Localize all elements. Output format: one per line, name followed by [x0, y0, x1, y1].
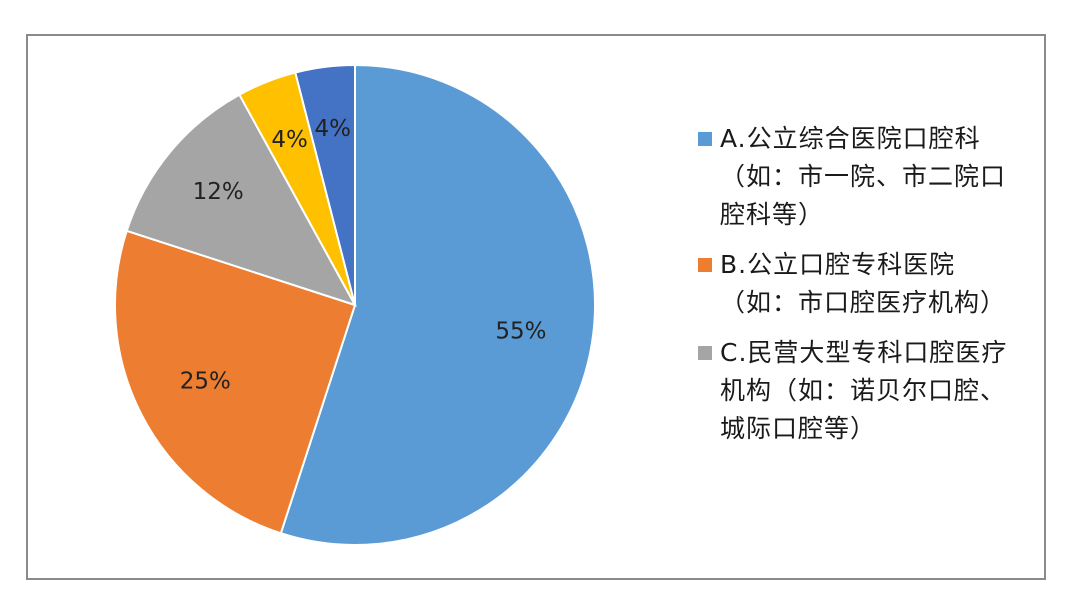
legend-label-c: C.民营大型专科口腔医疗机构（如：诺贝尔口腔、城际口腔等） — [720, 338, 1008, 443]
legend-label-a: A.公立综合医院口腔科（如：市一院、市二院口腔科等） — [720, 124, 1007, 229]
pie-slice-a — [279, 63, 596, 546]
pie-label-e: 4% — [314, 116, 351, 142]
legend-item-c: C.民营大型专科口腔医疗机构（如：诺贝尔口腔、城际口腔等） — [698, 334, 1028, 448]
pie-slice-c — [125, 93, 358, 307]
legend-swatch-a — [698, 132, 712, 146]
pie-label-a: 55% — [495, 318, 546, 344]
pie-label-d: 4% — [271, 127, 308, 153]
legend-item-a: A.公立综合医院口腔科（如：市一院、市二院口腔科等） — [698, 120, 1028, 234]
legend-label-b: B.公立口腔专科医院（如：市口腔医疗机构） — [720, 250, 1007, 317]
legend-swatch-c — [698, 346, 712, 360]
legend: A.公立综合医院口腔科（如：市一院、市二院口腔科等） B.公立口腔专科医院（如：… — [698, 120, 1028, 460]
legend-item-b: B.公立口腔专科医院（如：市口腔医疗机构） — [698, 246, 1028, 322]
pie-label-b: 25% — [180, 368, 231, 394]
pie-slice-b — [113, 229, 357, 535]
legend-swatch-b — [698, 258, 712, 272]
pie-slices — [113, 63, 596, 546]
pie-slice-e — [294, 63, 356, 306]
pie-label-c: 12% — [193, 179, 244, 205]
pie-labels: 55% 25% 12% 4% 4% — [180, 116, 547, 394]
